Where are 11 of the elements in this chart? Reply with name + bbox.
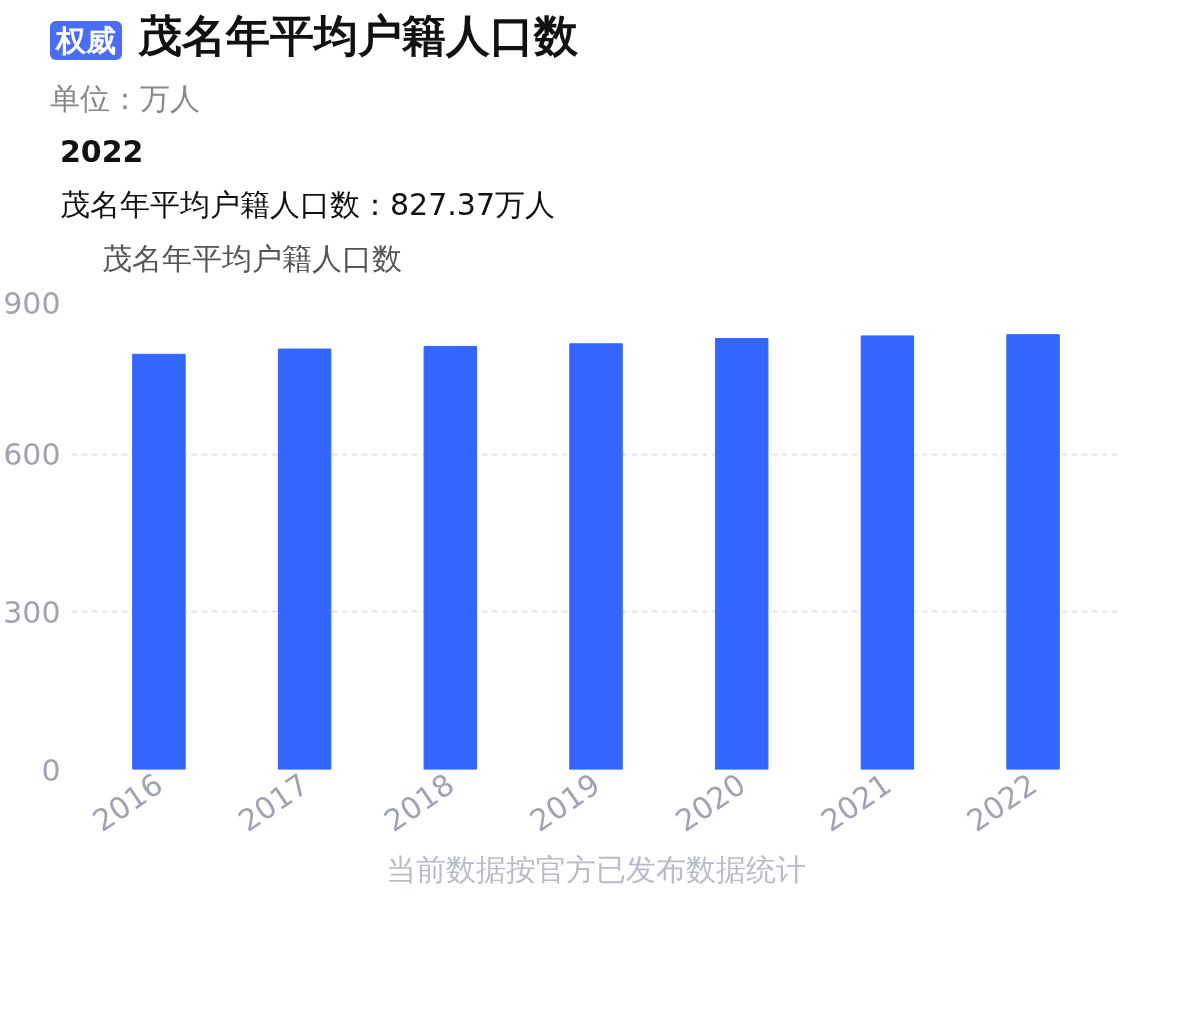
chart-subtitle: 单位：万人 bbox=[50, 79, 200, 118]
y-tick-label: 300 bbox=[3, 595, 61, 631]
y-tick-label: 600 bbox=[3, 437, 61, 473]
text: 权威 bbox=[50, 21, 122, 60]
text: 茂名年平均户籍人口数 bbox=[102, 240, 402, 279]
text: 当前数据按官方已发布数据统计 bbox=[386, 851, 806, 887]
y-tick-label: 0 bbox=[41, 752, 61, 788]
text: 2022 bbox=[60, 132, 144, 171]
text: 茂名年平均户籍人口数：827.37万人 bbox=[60, 185, 555, 224]
chart-title: 茂名年平均户籍人口数 bbox=[138, 10, 578, 61]
y-tick-label: 900 bbox=[3, 285, 61, 321]
